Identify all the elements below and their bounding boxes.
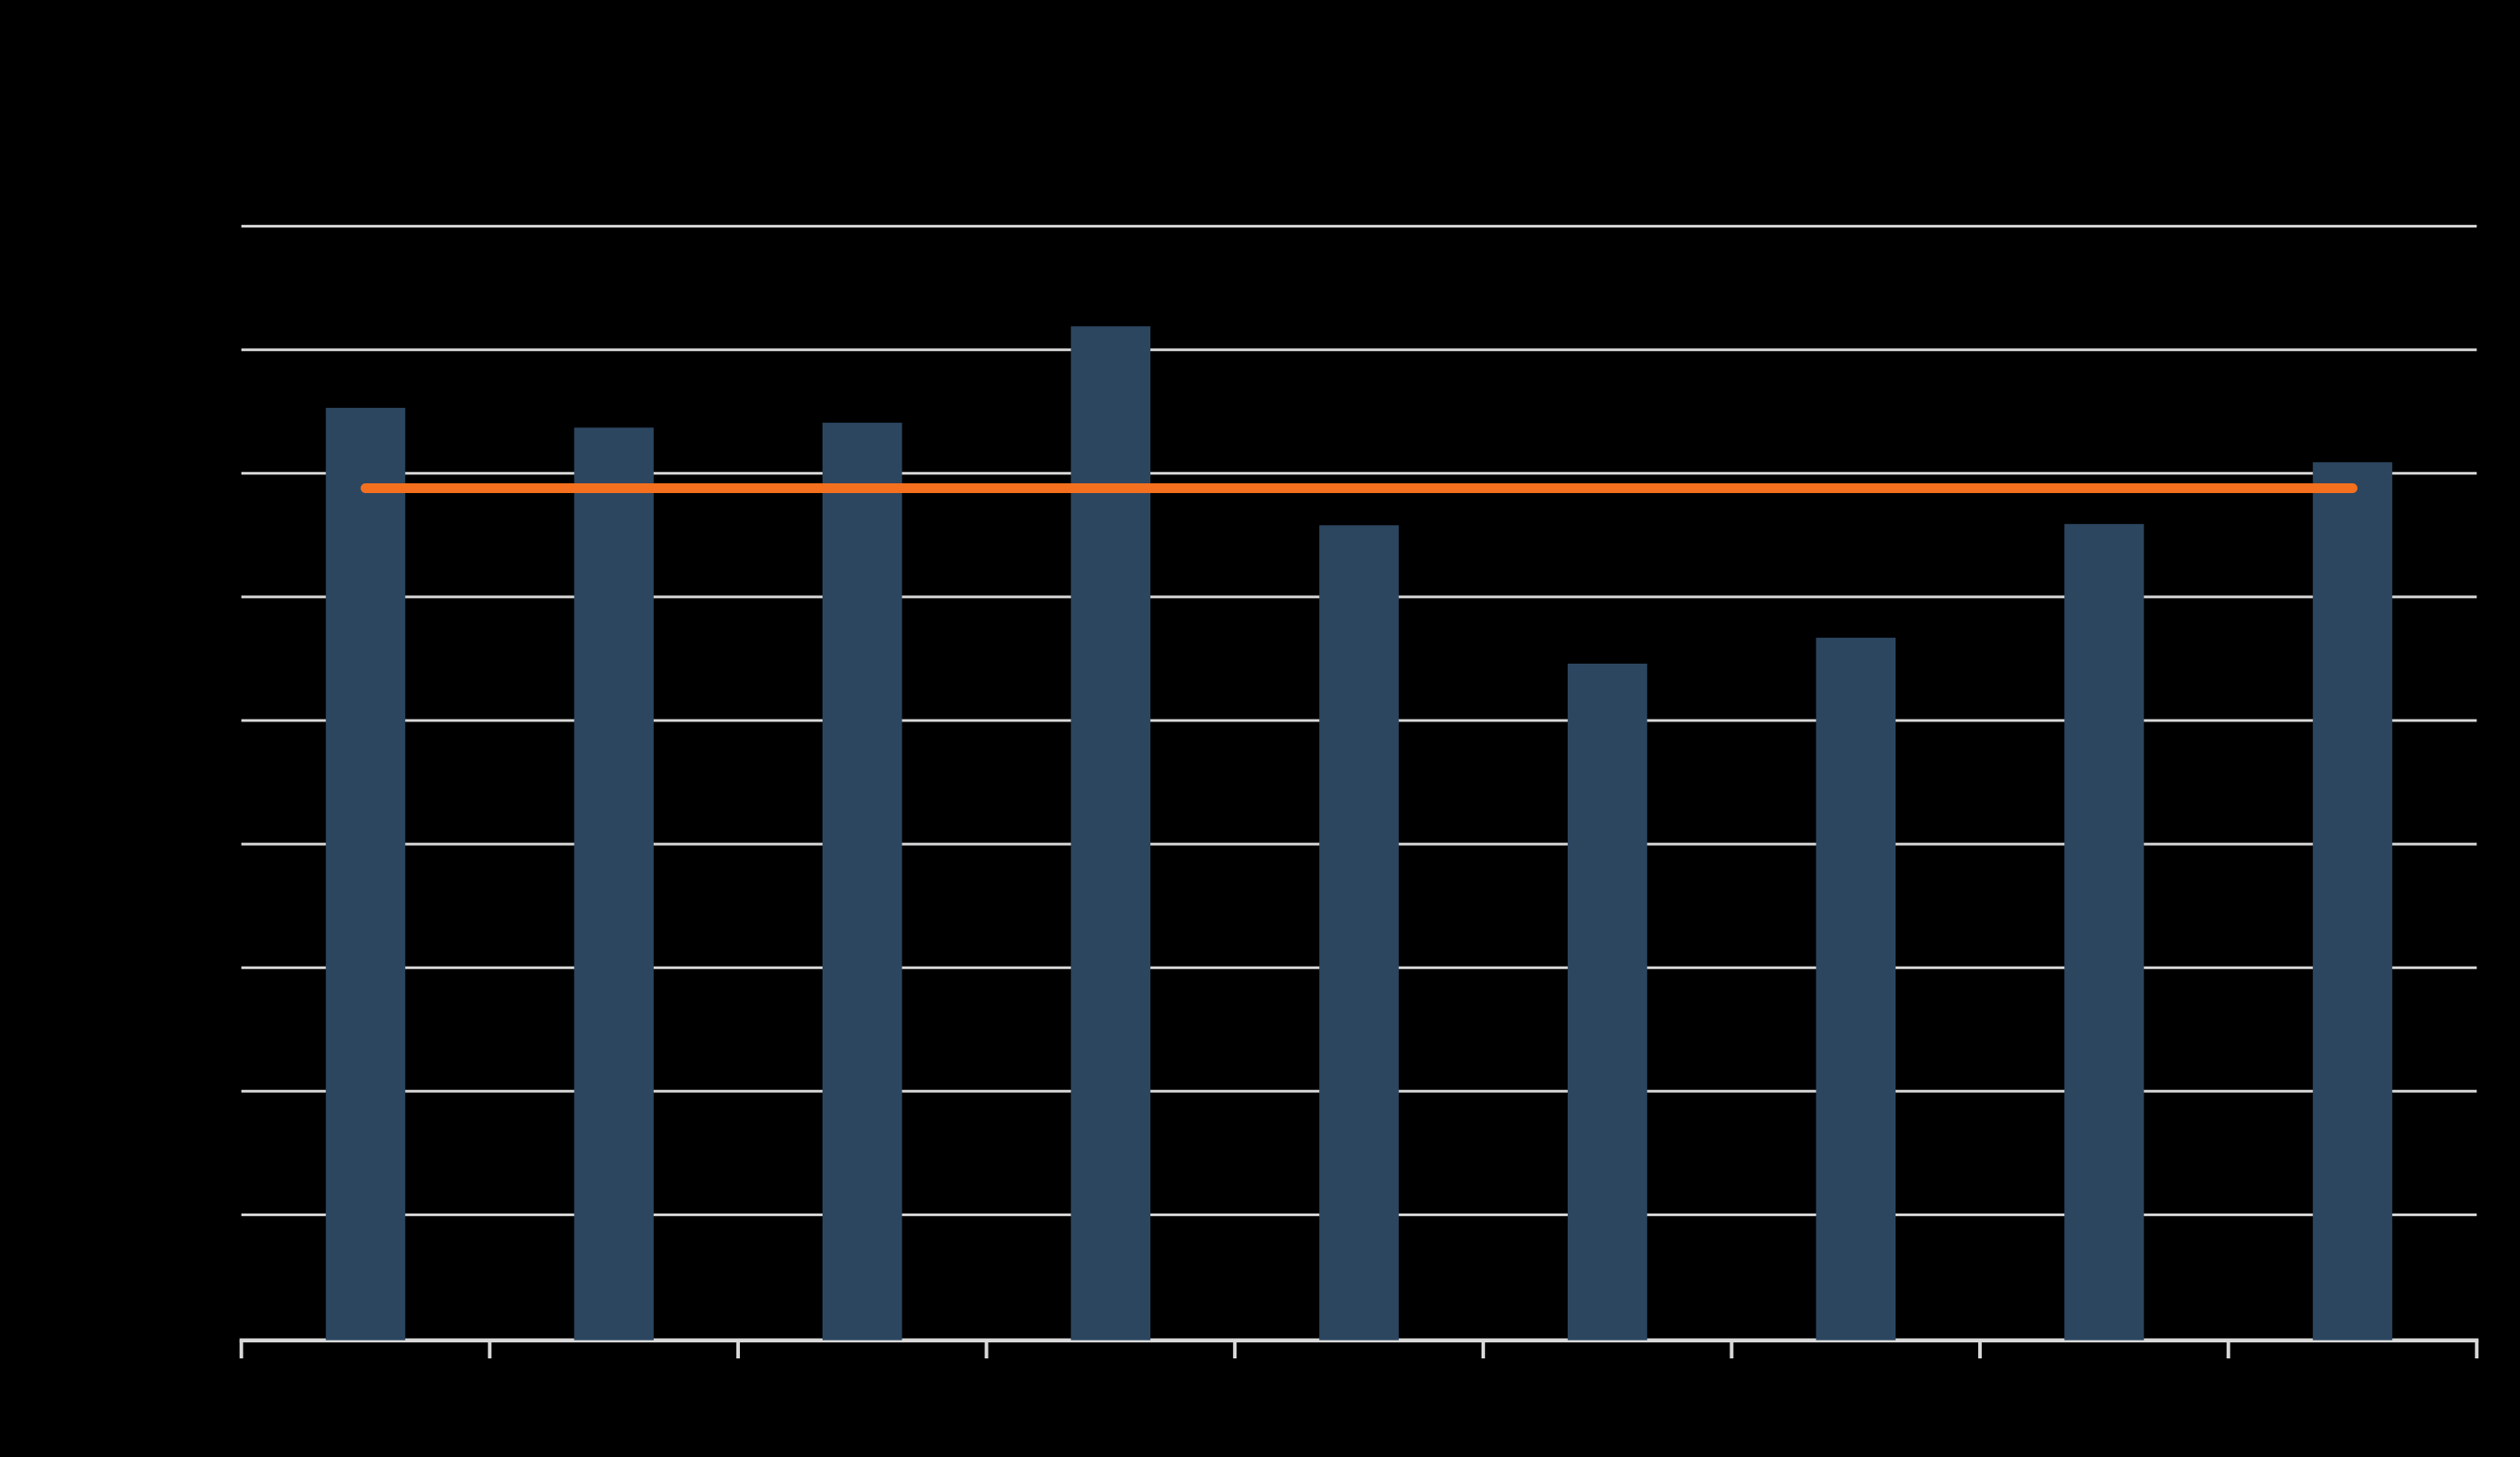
bar: [574, 427, 654, 1341]
bar: [823, 422, 902, 1341]
bar: [2064, 523, 2144, 1341]
bar: [1816, 637, 1896, 1341]
bar: [1567, 664, 1648, 1341]
bar: [2312, 462, 2393, 1341]
bar: [325, 408, 406, 1341]
bar: [1070, 326, 1151, 1341]
bar: [1319, 525, 1399, 1341]
